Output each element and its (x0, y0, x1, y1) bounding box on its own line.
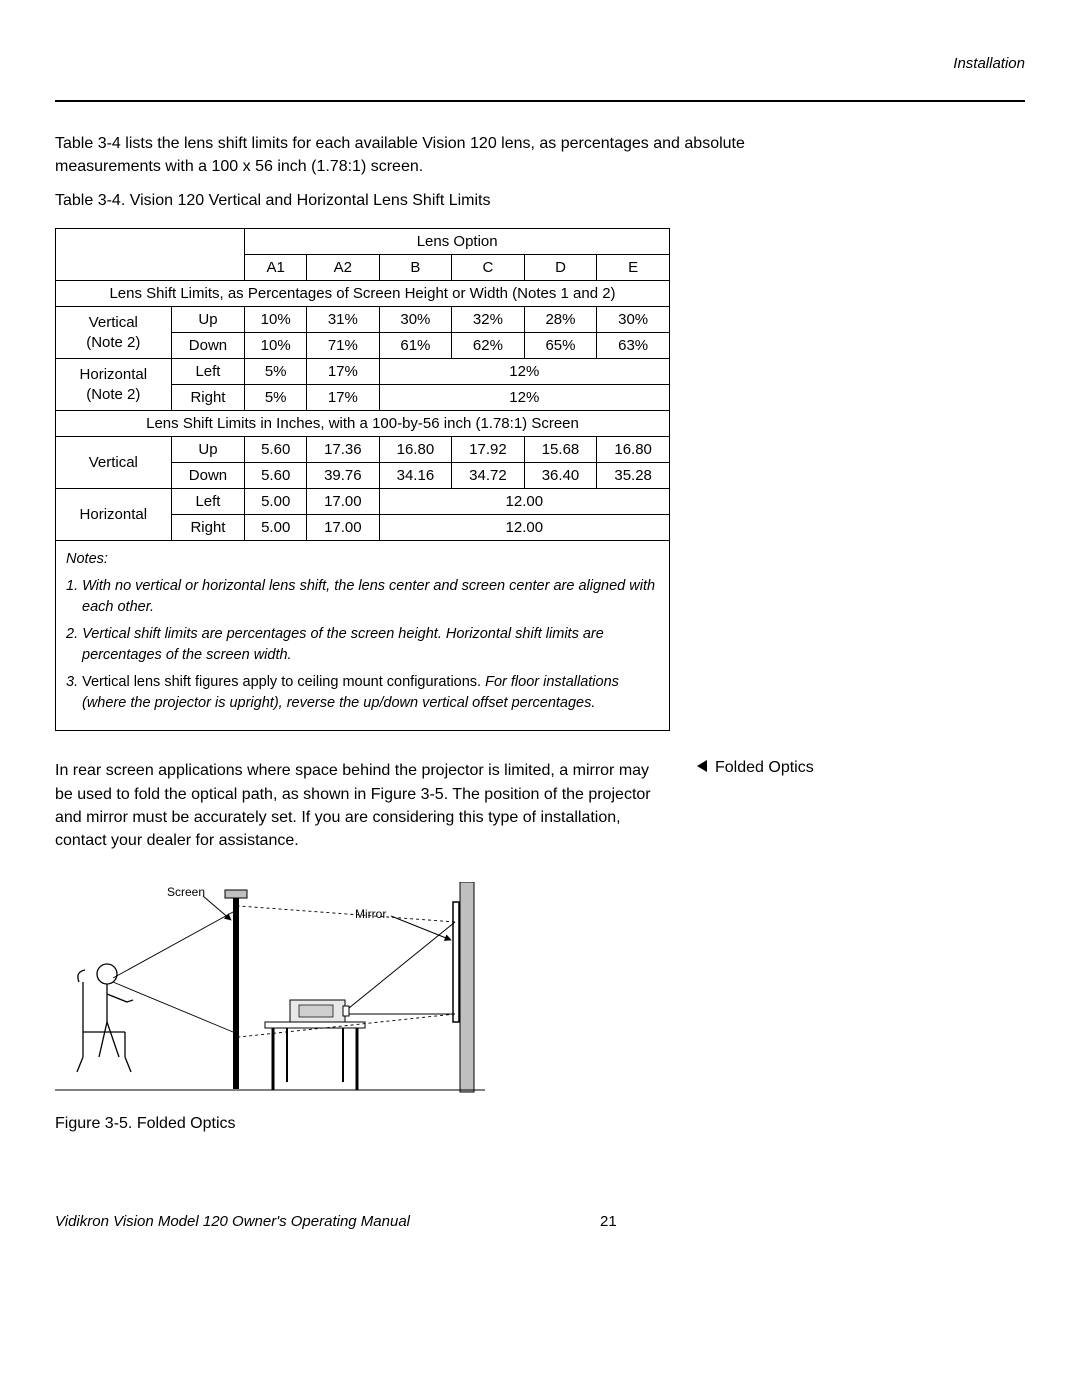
cell: 12% (379, 359, 669, 385)
table-row: Horizontal(Note 2) Left 5% 17% 12% (56, 359, 670, 385)
table-title: Table 3-4. Vision 120 Vertical and Horiz… (55, 192, 1025, 210)
note-1: 1. With no vertical or horizontal lens s… (66, 576, 659, 618)
cell: 63% (597, 333, 670, 359)
cell: 15.68 (524, 437, 597, 463)
cell: 5% (245, 359, 307, 385)
folded-optics-paragraph: In rear screen applications where space … (55, 759, 655, 852)
figure-caption: Figure 3-5. Folded Optics (55, 1115, 1025, 1133)
cell: 17.00 (307, 489, 380, 515)
row-label: Up (171, 437, 245, 463)
cell: 32% (452, 307, 525, 333)
section-heading: Lens Shift Limits, as Percentages of Scr… (56, 281, 670, 307)
cell: 28% (524, 307, 597, 333)
col-header: C (452, 255, 525, 281)
cell: 5.60 (245, 463, 307, 489)
cell: 34.72 (452, 463, 525, 489)
col-header: B (379, 255, 452, 281)
notes-heading: Notes: (66, 549, 659, 570)
row-label: Up (171, 307, 245, 333)
cell: 35.28 (597, 463, 670, 489)
figure-3-5: Screen Mirror Figure 3-5. Folded Optics (55, 882, 1025, 1133)
row-group-label: Horizontal (56, 489, 172, 541)
cell: 34.16 (379, 463, 452, 489)
cell: 12.00 (379, 515, 669, 541)
cell: 16.80 (379, 437, 452, 463)
table-row: Horizontal Left 5.00 17.00 12.00 (56, 489, 670, 515)
screen-label: Screen (167, 885, 205, 899)
cell: 30% (597, 307, 670, 333)
cell: 17% (307, 359, 380, 385)
row-group-label: Horizontal(Note 2) (56, 359, 172, 411)
mirror-label: Mirror (355, 907, 386, 921)
cell: 5.60 (245, 437, 307, 463)
folded-optics-callout: Folded Optics (695, 759, 814, 778)
lens-shift-table: Lens Option A1 A2 B C D E Lens Shift Lim… (55, 228, 670, 541)
cell: 12% (379, 385, 669, 411)
col-header: A1 (245, 255, 307, 281)
cell: 30% (379, 307, 452, 333)
cell: 62% (452, 333, 525, 359)
section-row: Lens Shift Limits, as Percentages of Scr… (56, 281, 670, 307)
cell: 17.00 (307, 515, 380, 541)
note-3: 3. Vertical lens shift figures apply to … (66, 672, 659, 714)
cell: 36.40 (524, 463, 597, 489)
cell: 17.92 (452, 437, 525, 463)
cell: 39.76 (307, 463, 380, 489)
cell: 5% (245, 385, 307, 411)
cell: 17.36 (307, 437, 380, 463)
row-label: Right (171, 515, 245, 541)
row-label: Right (171, 385, 245, 411)
page-number: 21 (600, 1213, 617, 1230)
row-label: Down (171, 333, 245, 359)
col-header: A2 (307, 255, 380, 281)
row-group-label: Vertical (56, 437, 172, 489)
table-row: Vertical Up 5.60 17.36 16.80 17.92 15.68… (56, 437, 670, 463)
lens-option-header: Lens Option (245, 229, 670, 255)
cell: 17% (307, 385, 380, 411)
cell: 10% (245, 307, 307, 333)
row-label: Left (171, 359, 245, 385)
cell: 10% (245, 333, 307, 359)
header-rule (55, 100, 1025, 102)
cell: 71% (307, 333, 380, 359)
triangle-left-icon (695, 759, 709, 778)
row-group-label: Vertical(Note 2) (56, 307, 172, 359)
table-row: Lens Option (56, 229, 670, 255)
folded-optics-diagram: Screen Mirror (55, 882, 485, 1102)
row-label: Left (171, 489, 245, 515)
cell: 5.00 (245, 515, 307, 541)
cell: 31% (307, 307, 380, 333)
blank-header (56, 229, 245, 281)
cell: 16.80 (597, 437, 670, 463)
folded-optics-section: In rear screen applications where space … (55, 759, 1025, 852)
cell: 5.00 (245, 489, 307, 515)
page-header-section: Installation (55, 55, 1025, 72)
manual-title: Vidikron Vision Model 120 Owner's Operat… (55, 1213, 410, 1230)
note-2: 2. Vertical shift limits are percentages… (66, 624, 659, 666)
row-label: Down (171, 463, 245, 489)
section-heading: Lens Shift Limits in Inches, with a 100-… (56, 411, 670, 437)
cell: 61% (379, 333, 452, 359)
table-row: Vertical(Note 2) Up 10% 31% 30% 32% 28% … (56, 307, 670, 333)
section-row: Lens Shift Limits in Inches, with a 100-… (56, 411, 670, 437)
intro-paragraph: Table 3-4 lists the lens shift limits fo… (55, 132, 805, 178)
col-header: D (524, 255, 597, 281)
table-notes: Notes: 1. With no vertical or horizontal… (55, 541, 670, 731)
page-footer: Vidikron Vision Model 120 Owner's Operat… (55, 1213, 1025, 1230)
col-header: E (597, 255, 670, 281)
cell: 12.00 (379, 489, 669, 515)
cell: 65% (524, 333, 597, 359)
page: Installation Table 3-4 lists the lens sh… (0, 0, 1080, 1270)
